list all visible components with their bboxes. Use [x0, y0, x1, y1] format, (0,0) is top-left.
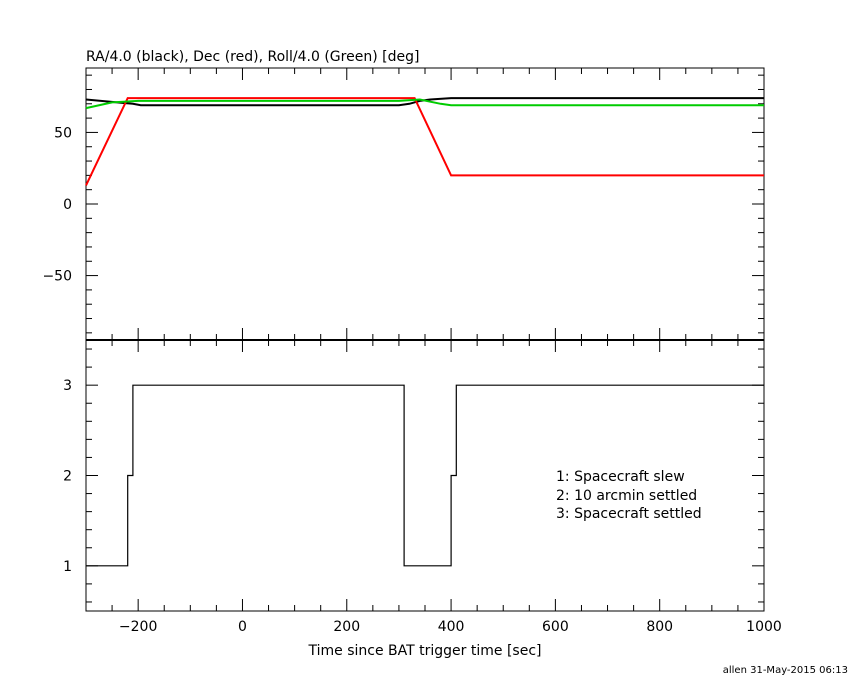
- y-tick-label: 2: [63, 469, 72, 485]
- top-chart-title: RA/4.0 (black), Dec (red), Roll/4.0 (Gre…: [86, 49, 419, 65]
- series-line-2: [85, 98, 764, 110]
- x-tick-label: −200: [119, 619, 157, 635]
- bottom-panel-axes: 1 2 3 −200 0 200 400 600 800 1000: [63, 339, 782, 635]
- y-tick-label: 3: [63, 378, 72, 394]
- series-line-0: [86, 384, 764, 567]
- annotation-2: 2: 10 arcmin settled: [556, 488, 697, 504]
- y-tick-label: 0: [63, 197, 72, 213]
- series-line-1: [85, 97, 764, 186]
- annotation-1: 1: Spacecraft slew: [556, 469, 685, 485]
- y-tick-label: 1: [63, 559, 72, 575]
- x-tick-label: 800: [646, 619, 673, 635]
- x-axis-label: Time since BAT trigger time [sec]: [308, 643, 542, 659]
- x-tick-label: 200: [333, 619, 360, 635]
- x-tick-label: 0: [238, 619, 247, 635]
- top-panel-axes: 50 0 −50: [42, 67, 765, 341]
- x-tick-label: 600: [542, 619, 569, 635]
- top-panel-series: [85, 97, 764, 186]
- y-tick-label: −50: [42, 269, 72, 285]
- annotation-3: 3: Spacecraft settled: [556, 506, 702, 522]
- footer-credit: allen 31-May-2015 06:13: [723, 665, 848, 676]
- series-line-0: [85, 97, 764, 107]
- x-tick-label: 1000: [746, 619, 782, 635]
- bottom-panel-series: [86, 384, 764, 567]
- x-tick-label: 400: [438, 619, 465, 635]
- y-tick-label: 50: [54, 125, 72, 141]
- plot-frame: [85, 67, 765, 341]
